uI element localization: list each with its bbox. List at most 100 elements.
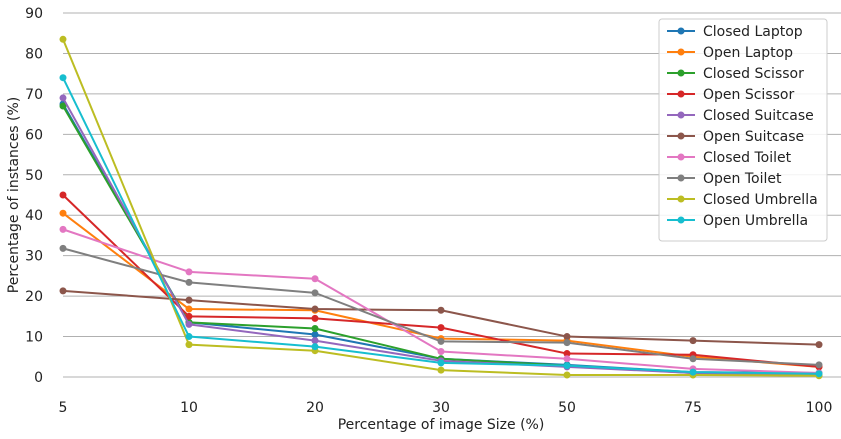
data-point bbox=[563, 362, 571, 370]
data-point bbox=[311, 324, 319, 332]
legend-marker bbox=[677, 90, 685, 98]
x-tick-label: 20 bbox=[306, 400, 324, 416]
data-point bbox=[689, 368, 697, 376]
legend-label: Open Scissor bbox=[703, 87, 794, 103]
legend-label: Closed Umbrella bbox=[703, 192, 818, 208]
data-point bbox=[59, 209, 67, 217]
legend-label: Open Umbrella bbox=[703, 213, 808, 229]
data-point bbox=[563, 350, 571, 358]
data-point bbox=[59, 244, 67, 252]
data-point bbox=[311, 343, 319, 351]
legend-entry: Closed Suitcase bbox=[667, 108, 814, 124]
data-point bbox=[59, 287, 67, 295]
data-point bbox=[185, 278, 193, 286]
data-point bbox=[59, 35, 67, 43]
y-tick-label: 10 bbox=[25, 330, 43, 346]
data-point bbox=[437, 337, 445, 345]
legend-entry: Closed Umbrella bbox=[667, 192, 818, 208]
data-point bbox=[59, 102, 67, 110]
legend-marker bbox=[677, 69, 685, 77]
data-point bbox=[437, 359, 445, 367]
x-tick-label: 30 bbox=[432, 400, 450, 416]
y-tick-labels: 0 10 20 30 40 50 60 70 80 90 bbox=[25, 6, 43, 386]
legend-entry: Open Laptop bbox=[667, 45, 793, 61]
legend-entry: Open Toilet bbox=[667, 171, 782, 187]
x-tick-label: 50 bbox=[558, 400, 576, 416]
legend-label: Closed Scissor bbox=[703, 66, 804, 82]
y-tick-label: 80 bbox=[25, 46, 43, 62]
series bbox=[59, 287, 823, 349]
y-tick-label: 0 bbox=[34, 370, 43, 386]
data-point bbox=[59, 94, 67, 102]
x-tick-label: 100 bbox=[806, 400, 833, 416]
x-axis-label: Percentage of image Size (%) bbox=[338, 417, 545, 433]
data-point bbox=[311, 275, 319, 283]
data-point bbox=[437, 348, 445, 356]
y-tick-label: 20 bbox=[25, 289, 43, 305]
x-tick-label: 75 bbox=[684, 400, 702, 416]
data-point bbox=[311, 305, 319, 313]
legend-entry: Closed Toilet bbox=[667, 150, 792, 166]
legend-label: Closed Suitcase bbox=[703, 108, 814, 124]
y-tick-label: 90 bbox=[25, 6, 43, 22]
data-point bbox=[185, 341, 193, 349]
legend: Closed Laptop Open Laptop Closed Scissor Op… bbox=[658, 18, 828, 242]
legend-entry: Closed Scissor bbox=[667, 66, 804, 82]
legend-label: Closed Toilet bbox=[703, 150, 792, 166]
legend-label: Open Suitcase bbox=[703, 129, 804, 145]
data-point bbox=[563, 355, 571, 363]
legend-marker bbox=[677, 195, 685, 203]
series-line bbox=[62, 247, 820, 366]
data-point bbox=[311, 337, 319, 345]
data-point bbox=[311, 331, 319, 339]
y-tick-label: 30 bbox=[25, 249, 43, 265]
legend-entry: Open Umbrella bbox=[667, 213, 808, 229]
legend-label: Closed Laptop bbox=[703, 24, 803, 40]
data-point bbox=[815, 341, 823, 349]
legend-marker bbox=[677, 174, 685, 182]
legend-label: Open Toilet bbox=[703, 171, 782, 187]
legend-marker bbox=[677, 216, 685, 224]
data-point bbox=[437, 366, 445, 374]
legend-marker bbox=[677, 111, 685, 119]
data-point bbox=[185, 320, 193, 328]
legend-entry: Open Scissor bbox=[667, 87, 794, 103]
data-point bbox=[59, 191, 67, 199]
legend-entry: Closed Laptop bbox=[667, 24, 803, 40]
legend-entry: Open Suitcase bbox=[667, 129, 804, 145]
legend-marker bbox=[677, 132, 685, 140]
legend-box bbox=[658, 18, 828, 242]
data-point bbox=[437, 324, 445, 332]
x-tick-labels: 5 10 20 30 50 75 100 bbox=[59, 400, 833, 416]
data-point bbox=[59, 74, 67, 82]
legend-marker bbox=[677, 48, 685, 56]
data-point bbox=[563, 339, 571, 347]
data-point bbox=[185, 268, 193, 276]
data-point bbox=[689, 337, 697, 345]
data-point bbox=[311, 289, 319, 297]
y-axis-label: Percentage of instances (%) bbox=[6, 97, 22, 293]
legend-marker bbox=[677, 27, 685, 35]
data-point bbox=[185, 296, 193, 304]
data-point bbox=[689, 355, 697, 363]
data-point bbox=[437, 306, 445, 314]
data-point bbox=[185, 312, 193, 320]
legend-marker bbox=[677, 153, 685, 161]
data-point bbox=[185, 305, 193, 313]
series bbox=[59, 244, 823, 369]
data-point bbox=[59, 225, 67, 233]
legend-label: Open Laptop bbox=[703, 45, 793, 61]
data-point bbox=[563, 371, 571, 379]
series bbox=[59, 74, 823, 378]
data-point bbox=[185, 333, 193, 341]
series-lines bbox=[59, 35, 823, 380]
x-tick-label: 10 bbox=[180, 400, 198, 416]
y-tick-label: 60 bbox=[25, 127, 43, 143]
y-tick-label: 40 bbox=[25, 208, 43, 224]
data-point bbox=[815, 370, 823, 378]
x-tick-label: 5 bbox=[59, 400, 68, 416]
data-point bbox=[815, 361, 823, 369]
y-tick-label: 70 bbox=[25, 87, 43, 103]
y-tick-label: 50 bbox=[25, 168, 43, 184]
